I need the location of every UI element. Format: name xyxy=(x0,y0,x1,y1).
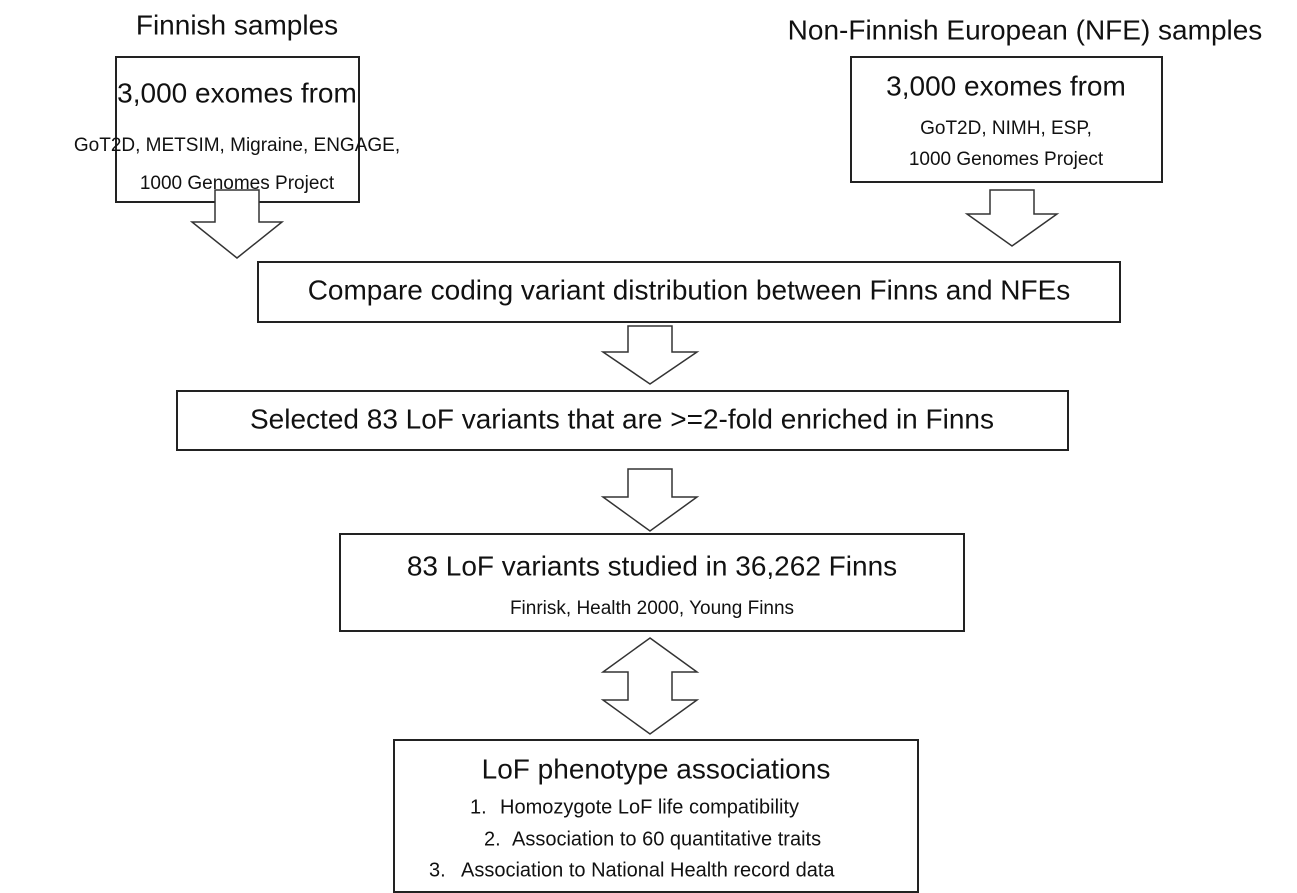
box-line: GoT2D, METSIM, Migraine, ENGAGE, xyxy=(74,135,400,156)
box xyxy=(257,261,1121,323)
arrow xyxy=(189,189,285,259)
box-heading: 3,000 exomes from xyxy=(117,77,357,108)
box-line: 1000 Genomes Project xyxy=(909,149,1104,170)
box-line: 1000 Genomes Project xyxy=(140,173,335,194)
column-title: Non-Finnish European (NFE) samples xyxy=(788,14,1263,45)
box xyxy=(393,739,919,893)
list-number: 3. xyxy=(429,859,446,881)
box-heading: 83 LoF variants studied in 36,262 Finns xyxy=(407,550,897,581)
box xyxy=(850,56,1163,183)
step-text: Selected 83 LoF variants that are >=2-fo… xyxy=(250,403,994,434)
list-number: 1. xyxy=(470,796,487,818)
box-line: Finrisk, Health 2000, Young Finns xyxy=(510,598,794,619)
box-line: GoT2D, NIMH, ESP, xyxy=(920,118,1092,139)
box xyxy=(176,390,1069,451)
list-item: Association to National Health record da… xyxy=(461,859,835,881)
arrow xyxy=(964,189,1060,247)
arrow xyxy=(600,325,700,385)
box-heading: LoF phenotype associations xyxy=(482,753,831,784)
box xyxy=(115,56,360,203)
list-item: Association to 60 quantitative traits xyxy=(512,828,821,850)
arrow xyxy=(600,468,700,532)
list-item: Homozygote LoF life compatibility xyxy=(500,796,799,818)
box-heading: 3,000 exomes from xyxy=(886,70,1126,101)
column-title: Finnish samples xyxy=(136,9,338,40)
double-arrow xyxy=(600,637,700,735)
step-text: Compare coding variant distribution betw… xyxy=(308,274,1071,305)
box xyxy=(339,533,965,632)
list-number: 2. xyxy=(484,828,501,850)
